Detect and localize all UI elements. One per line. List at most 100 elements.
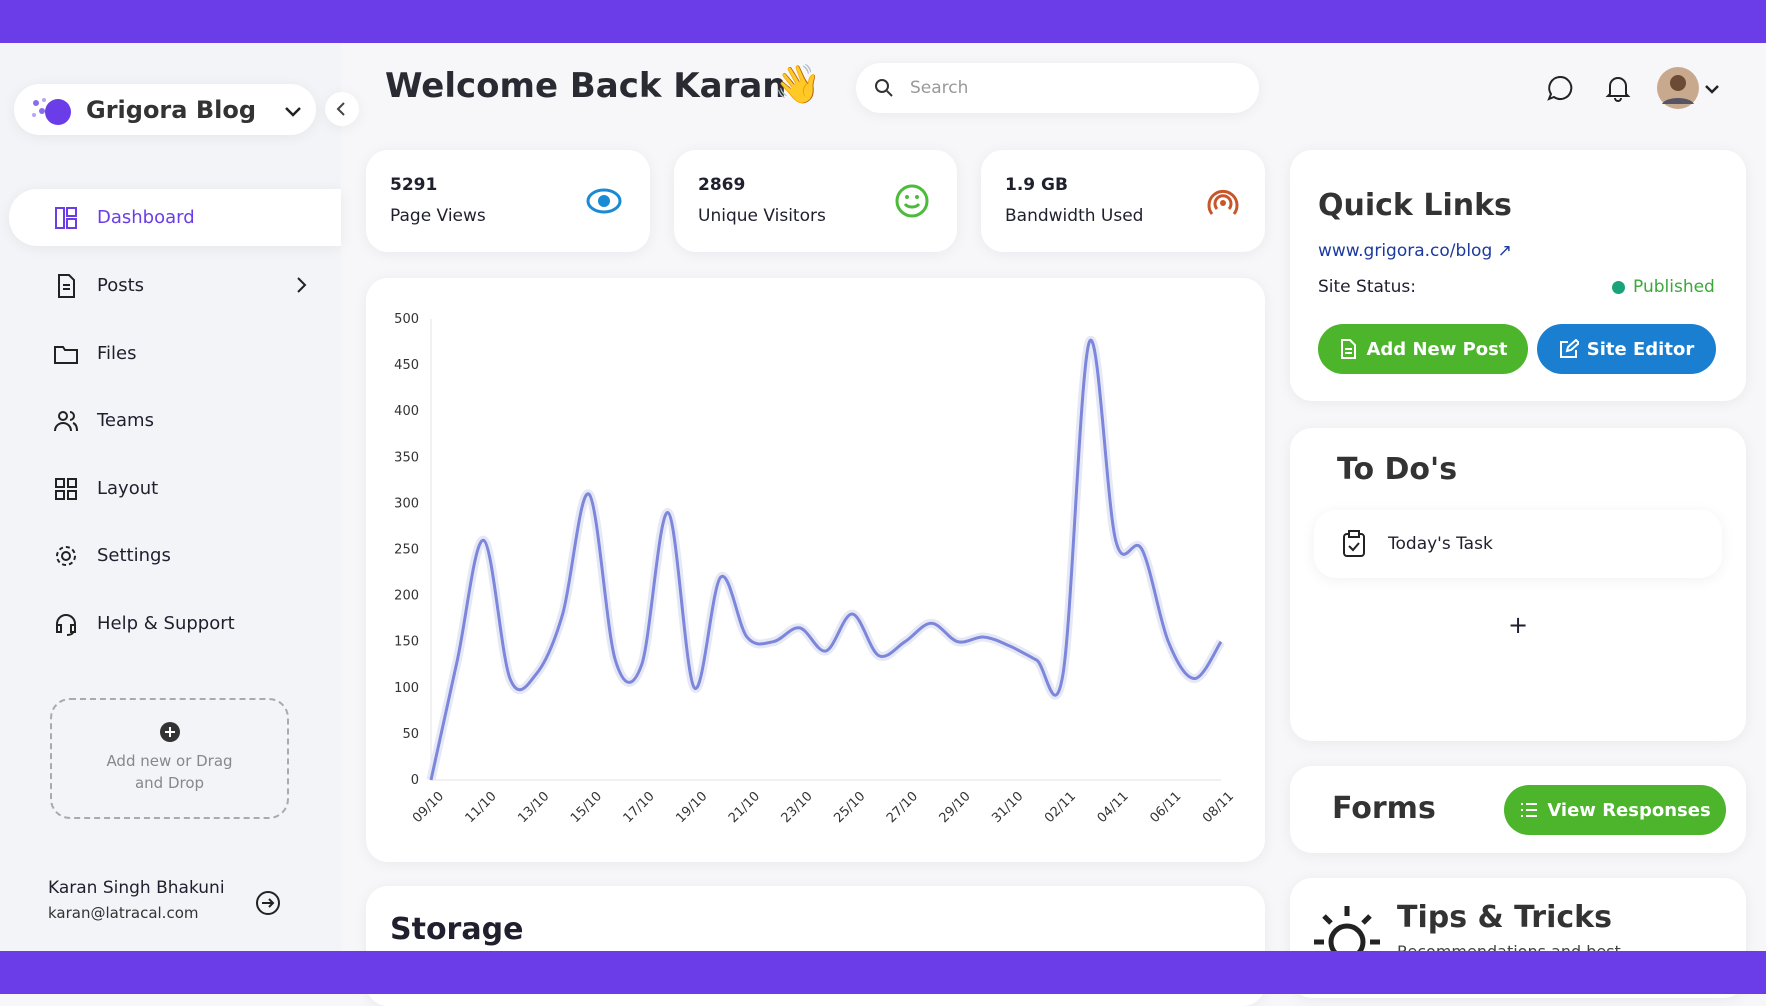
stat-card: 5291 Page Views [366,150,650,252]
x-tick-label: 09/10 [410,789,447,826]
btn-icon [1341,339,1357,359]
stat-value: 5291 [390,175,438,195]
nav-files[interactable]: Files [9,325,341,382]
nav-icon [56,613,76,636]
todo-text: Today's Task [1388,534,1493,554]
collapse-button[interactable] [325,92,359,126]
nav-icon [54,345,78,364]
x-tick-label: 21/10 [726,789,763,826]
nav-settings[interactable]: Settings [9,527,341,584]
x-tick-label: 27/10 [884,789,921,826]
wave-emoji: 👋 [774,62,822,106]
top-band [0,0,1766,43]
view-responses-button[interactable]: View Responses [1504,785,1726,835]
stat-card: 2869 Unique Visitors [674,150,957,252]
stat-label: Bandwidth Used [1005,206,1144,226]
user-email: karan@latracal.com [48,904,199,922]
smile-icon [895,184,929,218]
btn-label: Add New Post [1366,338,1508,360]
nav-dashboard[interactable]: Dashboard [9,189,341,246]
nav-icon [55,206,77,229]
todo-card: To Do's Today's Task + [1290,428,1746,741]
quick-links-card: Quick Links www.grigora.co/blog ↗ Site S… [1290,150,1746,401]
forms-title: Forms [1332,791,1436,826]
status-dot [1612,280,1625,294]
site-editor-button[interactable]: Site Editor [1537,324,1716,374]
stat-value: 2869 [698,175,746,195]
quick-links-title: Quick Links [1318,188,1512,223]
nav-icon [55,477,77,500]
y-tick-label: 500 [394,312,419,327]
nav-icon [54,410,78,431]
nav-icon [58,273,75,298]
nav-label: Teams [97,410,154,431]
x-tick-label: 11/10 [463,789,500,826]
btn-label: Site Editor [1586,338,1695,360]
btn-icon [1559,339,1579,358]
y-tick-label: 400 [394,404,419,419]
brand-name: Grigora Blog [86,95,257,124]
bell-icon[interactable] [1604,74,1632,102]
nav-teams[interactable]: Teams [9,392,341,449]
search-box[interactable]: Search [856,63,1259,113]
nav-label: Settings [97,545,171,566]
y-tick-label: 450 [394,358,419,373]
forms-card: Forms View Responses [1290,766,1746,853]
y-tick-label: 0 [411,773,419,788]
stat-value: 1.9 GB [1005,175,1068,195]
x-tick-label: 31/10 [989,789,1026,826]
x-tick-label: 19/10 [673,789,710,826]
x-tick-label: 25/10 [831,789,868,826]
x-tick-label: 06/11 [1147,789,1184,826]
y-tick-label: 300 [394,496,419,511]
user-name: Karan Singh Bhakuni [48,878,225,898]
y-tick-label: 350 [394,450,419,465]
chart-card: 0 50 100 150 200 250 300 350 400 450 500 09/10 11/10… [366,278,1265,862]
chevron [285,107,301,117]
stat-card: 1.9 GB Bandwidth Used [981,150,1265,252]
line-series [429,338,1223,781]
y-tick-label: 200 [394,589,419,604]
y-tick-label: 50 [402,727,419,742]
todo-add[interactable]: + [1508,611,1529,639]
avatar-menu[interactable] [1656,66,1720,110]
btn-label: View Responses [1547,799,1711,821]
btn-icon [1521,803,1538,817]
bottom-band [0,951,1766,994]
site-url: www.grigora.co/blog [1318,241,1493,261]
search-icon [875,79,893,97]
x-tick-label: 23/10 [779,789,816,826]
add-text: Add new or Drag and Drop [106,752,233,792]
nav-help[interactable]: Help & Support [9,595,341,652]
x-tick-label: 29/10 [937,789,974,826]
storage-title: Storage [390,912,524,947]
nav-label: Files [97,343,137,364]
nav-posts[interactable]: Posts [9,257,341,314]
brand-switcher[interactable]: Grigora Blog [14,84,316,135]
nav-icon [56,545,76,566]
site-link[interactable]: www.grigora.co/blog ↗ [1318,241,1512,261]
stat-label: Page Views [390,206,486,226]
signal-icon [1207,189,1239,215]
eye-icon [586,188,622,214]
status: Published [1612,277,1715,297]
tips-title: Tips & Tricks [1397,900,1612,935]
todo-title: To Do's [1337,452,1458,487]
nav-layout[interactable]: Layout [9,460,341,517]
nav-label: Posts [97,275,145,296]
chat-icon[interactable] [1546,74,1574,102]
add-icon [160,722,180,742]
nav-chevron [297,277,307,293]
status-text: Published [1633,277,1715,297]
nav-label: Help & Support [97,613,235,634]
y-tick-label: 100 [394,681,419,696]
nav-label: Dashboard [97,207,195,228]
logout-icon[interactable] [255,890,281,916]
welcome-title: Welcome Back Karan [385,66,787,106]
add-post-button[interactable]: Add New Post [1318,324,1528,374]
y-tick-label: 150 [394,635,419,650]
todo-item[interactable]: Today's Task [1314,510,1722,578]
add-drop-zone[interactable]: Add new or Drag and Drop [50,698,289,819]
